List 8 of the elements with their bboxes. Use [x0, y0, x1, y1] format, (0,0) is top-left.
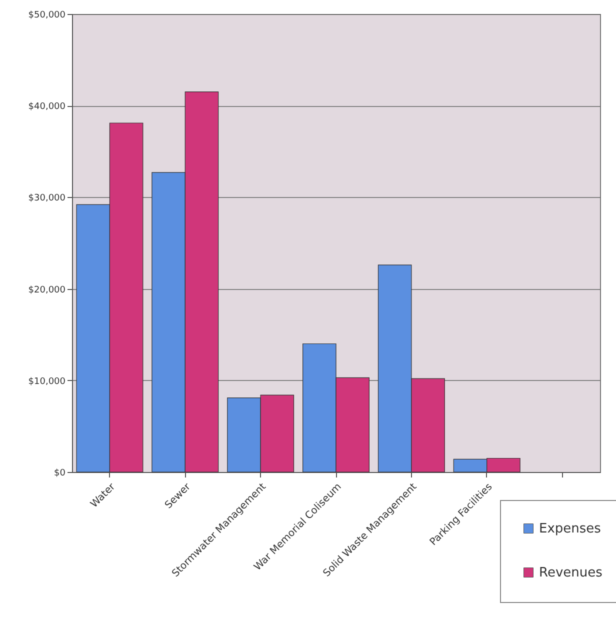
y-tick-label: $20,000: [28, 285, 66, 296]
y-tick-label: $30,000: [28, 194, 66, 204]
legend-label: Revenues: [539, 566, 603, 580]
legend-label: Expenses: [539, 522, 602, 536]
y-tick-label: $40,000: [28, 102, 66, 112]
y-tick-label: $10,000: [28, 376, 66, 387]
y-tick-label: $0: [54, 468, 66, 478]
y-tick-label: $50,000: [28, 10, 66, 20]
